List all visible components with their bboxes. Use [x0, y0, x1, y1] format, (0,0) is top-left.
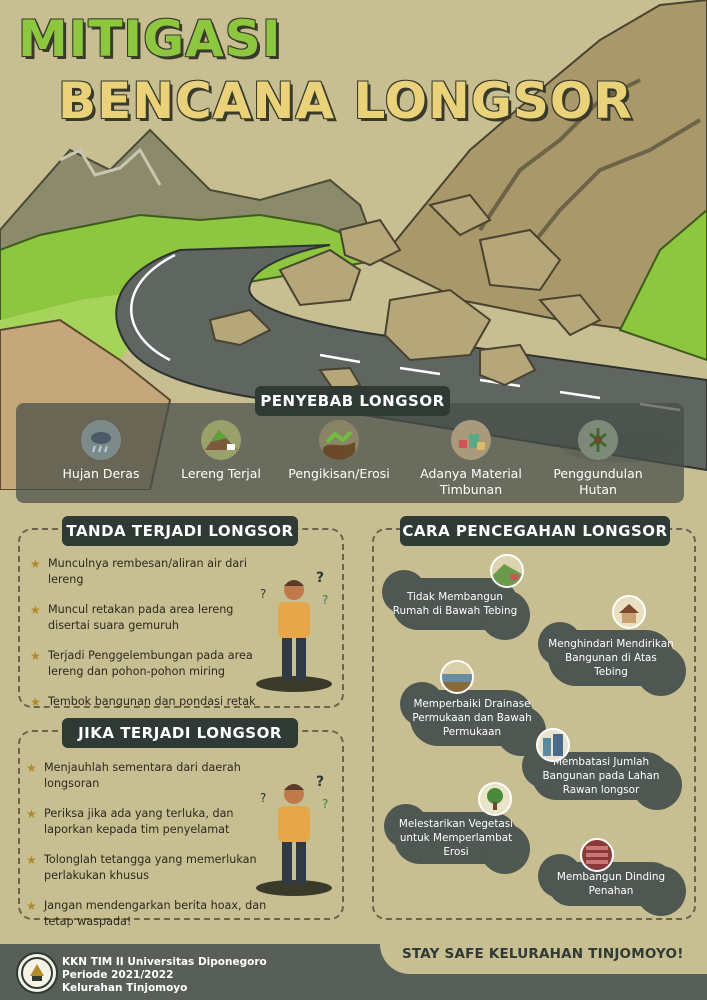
list-item: ★ Tembok bangunan dan pondasi retak: [30, 695, 256, 709]
confused-person-illustration: ? ? ?: [256, 570, 332, 692]
footer-line-2: Periode 2021/2022: [62, 969, 174, 981]
prevention-item: Membangun Dinding Penahan: [538, 854, 686, 916]
svg-text:?: ?: [316, 774, 324, 790]
footer-line-3: Kelurahan Tinjomoyo: [62, 982, 188, 994]
cause-label: Adanya Material Timbunan: [420, 466, 522, 497]
cause-deforestation: Penggundulan Hutan: [533, 420, 663, 498]
cause-steep-slope: Lereng Terjal: [156, 420, 286, 482]
prevention-item: Menghindari Mendirikan Bangunan di Atas …: [538, 622, 686, 696]
causes-heading: PENYEBAB LONGSOR: [255, 386, 450, 416]
footer-line-1: KKN TIM II Universitas Diponegoro: [62, 956, 267, 968]
prevention-item: Tidak Membangun Rumah di Bawah Tebing: [382, 570, 530, 640]
list-item: ★ Tolonglah tetangga yang memerlukan perl…: [26, 853, 257, 882]
during-list: ★ Menjauhlah sementara dari daerah longso…: [24, 760, 278, 944]
list-item: ★ Jangan mendengarkan berita hoax, dan te…: [26, 899, 267, 928]
steep-slope-icon: [201, 420, 241, 460]
cause-label: Hujan Deras: [62, 466, 140, 481]
prevention-heading: CARA PENCEGAHAN LONGSOR: [400, 516, 670, 546]
erosion-icon: [319, 420, 359, 460]
svg-text:?: ?: [260, 587, 266, 601]
cause-label: Lereng Terjal: [181, 466, 261, 481]
buildings-icon: [536, 728, 570, 762]
footer-slogan: STAY SAFE KELURAHAN TINJOMOYO!: [402, 946, 684, 962]
list-item: ★ Terjadi Penggelembungan pada area leren…: [30, 649, 253, 678]
house-icon: [612, 595, 646, 629]
retaining-wall-icon: [580, 838, 614, 872]
cause-label: Penggundulan Hutan: [553, 466, 643, 497]
footer-credits: KKN TIM II Universitas Diponegoro Period…: [62, 956, 267, 995]
during-heading: JIKA TERJADI LONGSOR: [62, 718, 298, 748]
tree-icon: [478, 782, 512, 816]
cause-heavy-rain: Hujan Deras: [36, 420, 166, 482]
confused-person-illustration: ? ? ?: [256, 774, 332, 896]
prevention-item: Melestarikan Vegetasi untuk Memperlambat…: [384, 804, 530, 874]
cause-debris-pile: Adanya Material Timbunan: [406, 420, 536, 498]
university-logo-icon: [16, 952, 58, 994]
list-item: ★ Periksa jika ada yang terluka, dan lapo…: [26, 807, 234, 836]
drainage-icon: [440, 660, 474, 694]
title-line-2: BENCANA LONGSOR: [58, 72, 633, 130]
cause-erosion: Pengikisan/Erosi: [274, 420, 404, 482]
svg-text:?: ?: [316, 570, 324, 586]
debris-pile-icon: [451, 420, 491, 460]
deforestation-icon: [578, 420, 618, 460]
list-item: ★ Munculnya rembesan/aliran air dari lere…: [30, 557, 247, 586]
rain-cloud-icon: [81, 420, 121, 460]
prevention-item: Memperbaiki Drainase Permukaan dan Bawah…: [400, 682, 546, 756]
signs-heading: TANDA TERJADI LONGSOR: [62, 516, 298, 546]
svg-text:?: ?: [322, 797, 328, 811]
list-item: ★ Menjauhlah sementara dari daerah longso…: [26, 761, 241, 790]
signs-list: ★ Munculnya rembesan/aliran air dari lere…: [28, 556, 272, 724]
footer-slogan-band: [380, 930, 707, 974]
svg-text:?: ?: [322, 593, 328, 607]
cliff-house-icon: [490, 554, 524, 588]
title-line-1: MITIGASI: [18, 10, 282, 68]
cause-label: Pengikisan/Erosi: [288, 466, 390, 481]
svg-text:?: ?: [260, 791, 266, 805]
list-item: ★ Muncul retakan pada area lereng diserta…: [30, 603, 234, 632]
